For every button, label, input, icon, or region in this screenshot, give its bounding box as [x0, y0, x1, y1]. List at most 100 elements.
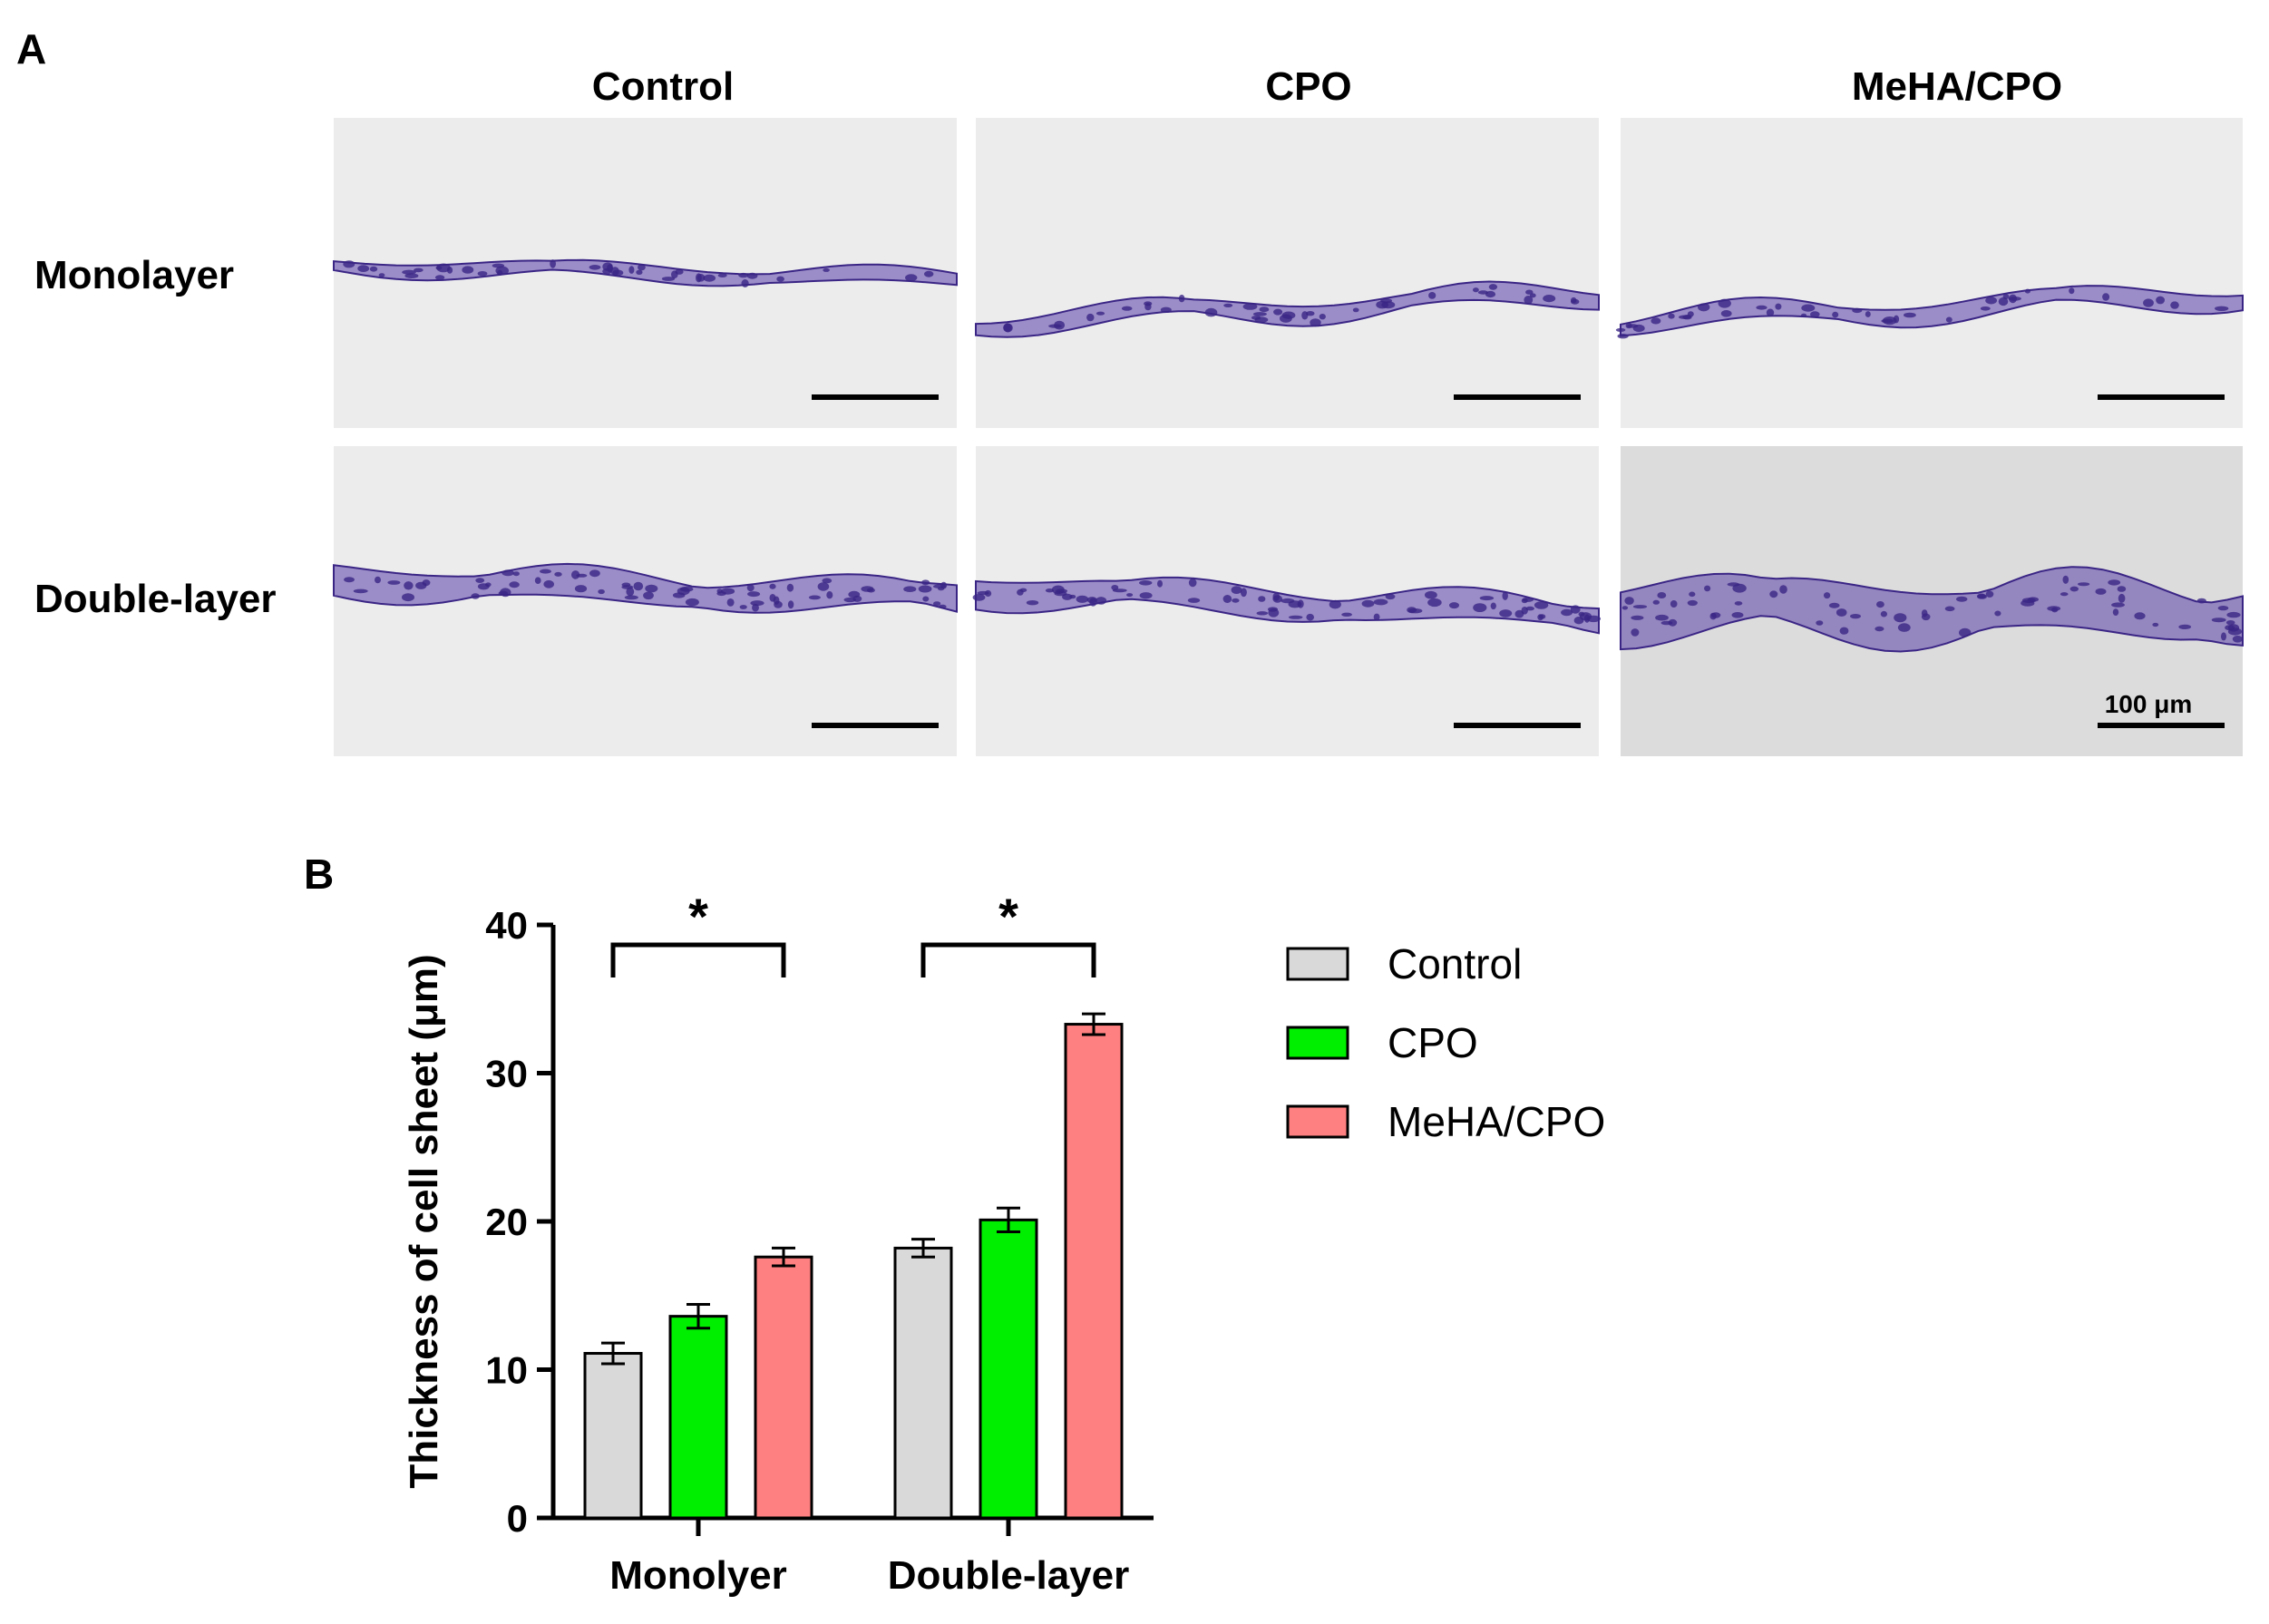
- stained-nucleus: [435, 266, 443, 270]
- stained-nucleus: [1816, 620, 1824, 626]
- stained-nucleus: [773, 596, 780, 605]
- stained-nucleus: [1875, 626, 1884, 632]
- stained-nucleus: [1281, 311, 1296, 319]
- stained-nucleus: [1578, 611, 1585, 617]
- stained-nucleus: [1139, 592, 1153, 599]
- stained-nucleus: [402, 593, 414, 602]
- stained-nucleus: [1998, 297, 2009, 306]
- stained-nucleus: [1621, 606, 1629, 610]
- stained-nucleus: [462, 266, 474, 274]
- stained-nucleus: [2118, 593, 2126, 603]
- stained-nucleus: [2225, 625, 2235, 631]
- stained-nucleus: [1657, 592, 1667, 598]
- legend-label: Control: [1388, 940, 1522, 987]
- stained-nucleus: [1204, 307, 1218, 317]
- micrograph-grid: 100 μm: [333, 118, 2244, 756]
- stained-nucleus: [1449, 602, 1459, 609]
- stained-nucleus: [933, 601, 941, 607]
- stained-nucleus: [1521, 598, 1528, 604]
- stained-nucleus: [1832, 311, 1839, 318]
- stained-nucleus: [1240, 588, 1247, 598]
- stained-nucleus: [984, 589, 992, 598]
- stained-nucleus: [2232, 636, 2243, 643]
- stained-nucleus: [1427, 598, 1442, 608]
- stained-nucleus: [1187, 598, 1201, 603]
- stained-nucleus: [1477, 290, 1489, 295]
- stained-nucleus: [1026, 600, 1039, 606]
- stained-nucleus: [369, 266, 378, 272]
- stained-nucleus: [404, 581, 414, 590]
- bar-cpo: [668, 1315, 728, 1520]
- y-tick-label: 20: [485, 1201, 528, 1243]
- stained-nucleus: [1945, 316, 1953, 323]
- stained-nucleus: [471, 593, 480, 599]
- stained-nucleus: [1687, 599, 1698, 607]
- stained-nucleus: [2062, 575, 2069, 584]
- stained-nucleus: [1615, 327, 1626, 332]
- stained-nucleus: [1985, 590, 1994, 598]
- stained-nucleus: [1188, 579, 1197, 588]
- stained-nucleus: [1121, 306, 1133, 311]
- stained-nucleus: [610, 267, 619, 276]
- stained-nucleus: [2069, 586, 2079, 592]
- stained-nucleus: [938, 587, 945, 591]
- stained-nucleus: [1479, 596, 1495, 601]
- stained-nucleus: [2095, 588, 2107, 595]
- stained-nucleus: [378, 273, 385, 277]
- stained-nucleus: [1718, 298, 1731, 308]
- stained-nucleus: [1624, 597, 1634, 605]
- stained-nucleus: [1894, 613, 1907, 623]
- stained-nucleus: [645, 584, 658, 593]
- y-tick-label: 30: [485, 1053, 528, 1095]
- stained-nucleus: [939, 604, 947, 609]
- stained-nucleus: [1242, 303, 1258, 310]
- stained-nucleus: [1502, 591, 1508, 600]
- stained-nucleus: [1407, 607, 1417, 614]
- stained-nucleus: [543, 579, 554, 588]
- stained-nucleus: [1076, 595, 1089, 603]
- stained-nucleus: [589, 265, 601, 270]
- stained-nucleus: [344, 577, 355, 583]
- stained-nucleus: [1232, 598, 1240, 603]
- stained-nucleus: [1380, 298, 1392, 304]
- stained-nucleus: [1019, 588, 1027, 592]
- stained-nucleus: [675, 268, 684, 275]
- stained-nucleus: [1769, 590, 1778, 598]
- stained-nucleus: [434, 275, 445, 280]
- stained-nucleus: [550, 259, 556, 268]
- stained-nucleus: [822, 578, 833, 584]
- stained-nucleus: [1632, 324, 1645, 333]
- stained-nucleus: [703, 274, 716, 282]
- stained-nucleus: [1631, 615, 1644, 620]
- stained-nucleus: [1810, 311, 1820, 318]
- stained-nucleus: [638, 264, 646, 271]
- stained-nucleus: [923, 270, 934, 277]
- stained-nucleus: [1223, 303, 1233, 307]
- stained-nucleus: [716, 588, 723, 594]
- legend-swatch: [1286, 947, 1349, 981]
- stained-nucleus: [343, 260, 355, 268]
- stained-nucleus: [1258, 596, 1266, 602]
- stained-nucleus: [2069, 287, 2075, 295]
- stained-nucleus: [2008, 297, 2021, 301]
- stained-nucleus: [2134, 612, 2146, 620]
- stained-nucleus: [696, 273, 702, 283]
- stained-nucleus: [750, 600, 764, 607]
- stained-nucleus: [415, 581, 427, 589]
- y-tick-label: 0: [507, 1497, 528, 1540]
- stained-nucleus: [1273, 308, 1283, 316]
- stained-nucleus: [1069, 594, 1076, 599]
- stained-nucleus: [1660, 620, 1673, 626]
- x-tick-label: Double-layer: [888, 1553, 1130, 1598]
- stained-nucleus: [502, 569, 514, 577]
- stained-nucleus: [475, 578, 485, 583]
- stained-nucleus: [1329, 599, 1341, 609]
- stained-nucleus: [1839, 627, 1849, 635]
- stained-nucleus: [1959, 627, 1972, 637]
- chart-legend: Control CPO MeHA/CPO: [1286, 940, 1605, 1145]
- legend-swatch: [1286, 1026, 1349, 1060]
- stained-nucleus: [2108, 579, 2121, 586]
- bar-meha-cpo: [754, 1255, 813, 1520]
- stained-nucleus: [626, 587, 635, 597]
- stained-nucleus: [1086, 597, 1097, 604]
